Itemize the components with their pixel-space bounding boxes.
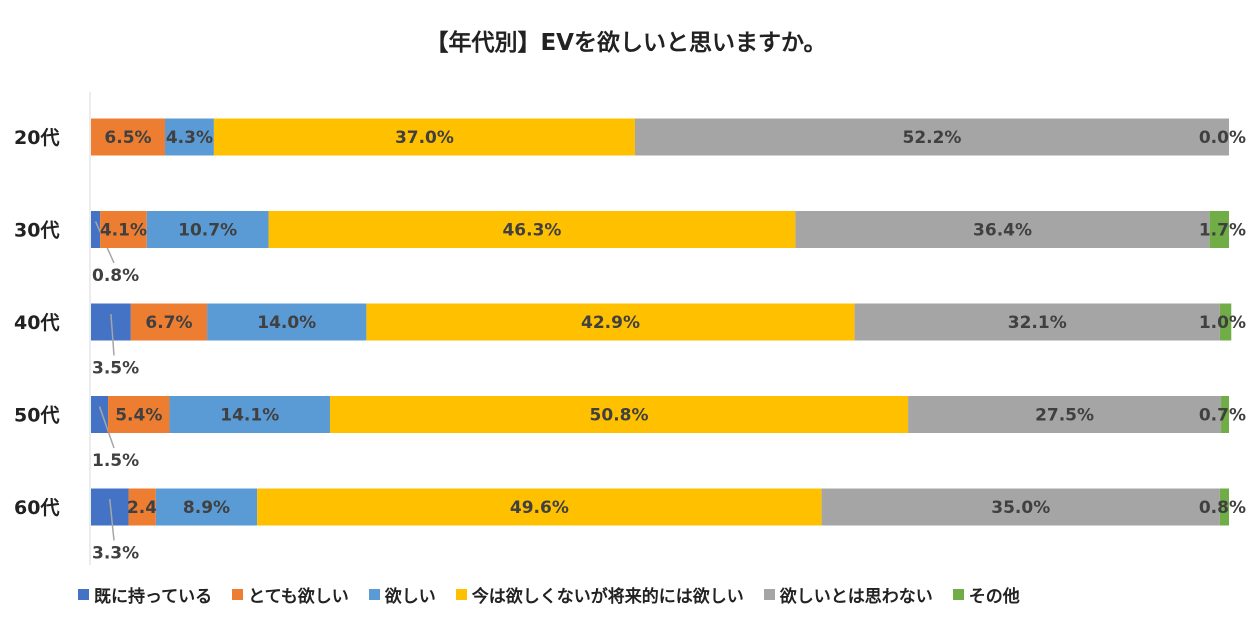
data-label: 14.1%	[220, 406, 279, 426]
legend-item: 既に持っている	[78, 582, 212, 607]
bar-segment	[634, 118, 1229, 156]
legend-label: 欲しいとは思わない	[779, 587, 933, 607]
legend-label: 今は欲しくないが将来的には欲しい	[471, 587, 744, 607]
data-label: 0.8%	[92, 266, 139, 286]
data-label: 10.7%	[178, 221, 237, 241]
bar-segment	[128, 488, 156, 526]
bar-segment	[207, 303, 367, 341]
bar-segment	[164, 118, 214, 156]
legend-swatch	[952, 589, 964, 600]
data-label: 4.1%	[100, 221, 147, 241]
bar-segment	[130, 303, 208, 341]
data-label: 3.5%	[92, 359, 139, 379]
bar-segment	[91, 211, 101, 248]
chart-title: 【年代別】EVを欲しいと思いますか。	[425, 29, 826, 56]
bar-segment	[91, 396, 109, 433]
bar-segment	[155, 488, 258, 526]
data-label: 0.0%	[1199, 128, 1246, 148]
legend-item: 欲しいとは思わない	[763, 582, 933, 607]
leader-line	[98, 406, 115, 449]
legend-label: 既に持っている	[94, 587, 213, 607]
data-label: 52.2%	[902, 128, 961, 148]
category-label: 50代	[14, 405, 59, 427]
bar-segment	[366, 303, 855, 341]
bar-segment	[1221, 396, 1229, 433]
leader-line	[110, 313, 115, 356]
category-label: 60代	[14, 497, 59, 519]
bar-segment	[100, 211, 147, 248]
data-label: 36.4%	[973, 221, 1032, 241]
leader-line	[109, 498, 115, 541]
category-label: 30代	[14, 220, 59, 242]
legend-item: 今は欲しくないが将来的には欲しい	[455, 582, 744, 607]
chart-legend: 既に持っている とても欲しい 欲しい 今は欲しくないが将来的には欲しい 欲しいとは思わな…	[78, 582, 1198, 607]
category-label: 20代	[14, 127, 59, 149]
bar-segment	[257, 488, 822, 526]
bar-segment	[1209, 211, 1229, 248]
bar-segment	[1219, 488, 1229, 526]
data-label: 27.5%	[1035, 406, 1094, 426]
data-label: 49.6%	[510, 498, 569, 518]
bar-segment	[821, 488, 1220, 526]
data-label: 32.1%	[1008, 313, 1067, 333]
legend-label: とても欲しい	[248, 587, 349, 607]
data-label: 46.3%	[502, 221, 561, 241]
bar-segment	[795, 211, 1210, 248]
bar-segment	[91, 118, 165, 156]
legend-item: とても欲しい	[232, 582, 349, 607]
data-label: 0.7%	[1199, 406, 1246, 426]
data-label: 1.7%	[1199, 221, 1246, 241]
bar-segment	[146, 211, 269, 248]
legend-swatch	[455, 589, 467, 600]
bar-segment	[854, 303, 1220, 341]
legend-swatch	[368, 589, 380, 600]
legend-item: その他	[952, 582, 1020, 607]
data-label: 1.5%	[92, 451, 139, 471]
data-label: 35.0%	[991, 498, 1050, 518]
data-label: 1.0%	[1199, 313, 1246, 333]
bar-segment	[108, 396, 170, 433]
data-label: 42.9%	[581, 313, 640, 333]
legend-label: その他	[968, 587, 1020, 607]
bar-segment	[169, 396, 330, 433]
data-label: 8.9%	[183, 498, 230, 518]
bar-segment	[329, 396, 909, 433]
bar-segment	[1219, 303, 1232, 341]
bar-segment	[91, 488, 129, 526]
data-label: 37.0%	[395, 128, 454, 148]
legend-label: 欲しい	[384, 587, 436, 607]
data-label: 0.8%	[1199, 498, 1246, 518]
legend-swatch	[232, 589, 244, 600]
category-label: 40代	[14, 312, 59, 334]
stacked-bar-chart: 【年代別】EVを欲しいと思いますか。 20代 6.5% 4.3% 37.0% 52.2%…	[14, 29, 1246, 565]
data-label: 14.0%	[257, 313, 316, 333]
bar-segment	[268, 211, 796, 248]
data-label: 3.3%	[92, 544, 139, 564]
data-label: 5.4%	[115, 406, 162, 426]
data-label: 6.5%	[104, 128, 151, 148]
bar-group: 20代 6.5% 4.3% 37.0% 52.2% 0.0% 30代 0.8% 4.1% 10.7…	[14, 118, 1246, 564]
legend-swatch	[763, 589, 775, 600]
data-label: 50.8%	[590, 406, 649, 426]
legend-swatch	[78, 589, 89, 600]
bar-segment	[908, 396, 1222, 433]
data-label: 4.3%	[166, 128, 213, 148]
data-label: 6.7%	[145, 313, 192, 333]
legend-item: 欲しい	[368, 582, 436, 607]
bar-segment	[213, 118, 635, 156]
